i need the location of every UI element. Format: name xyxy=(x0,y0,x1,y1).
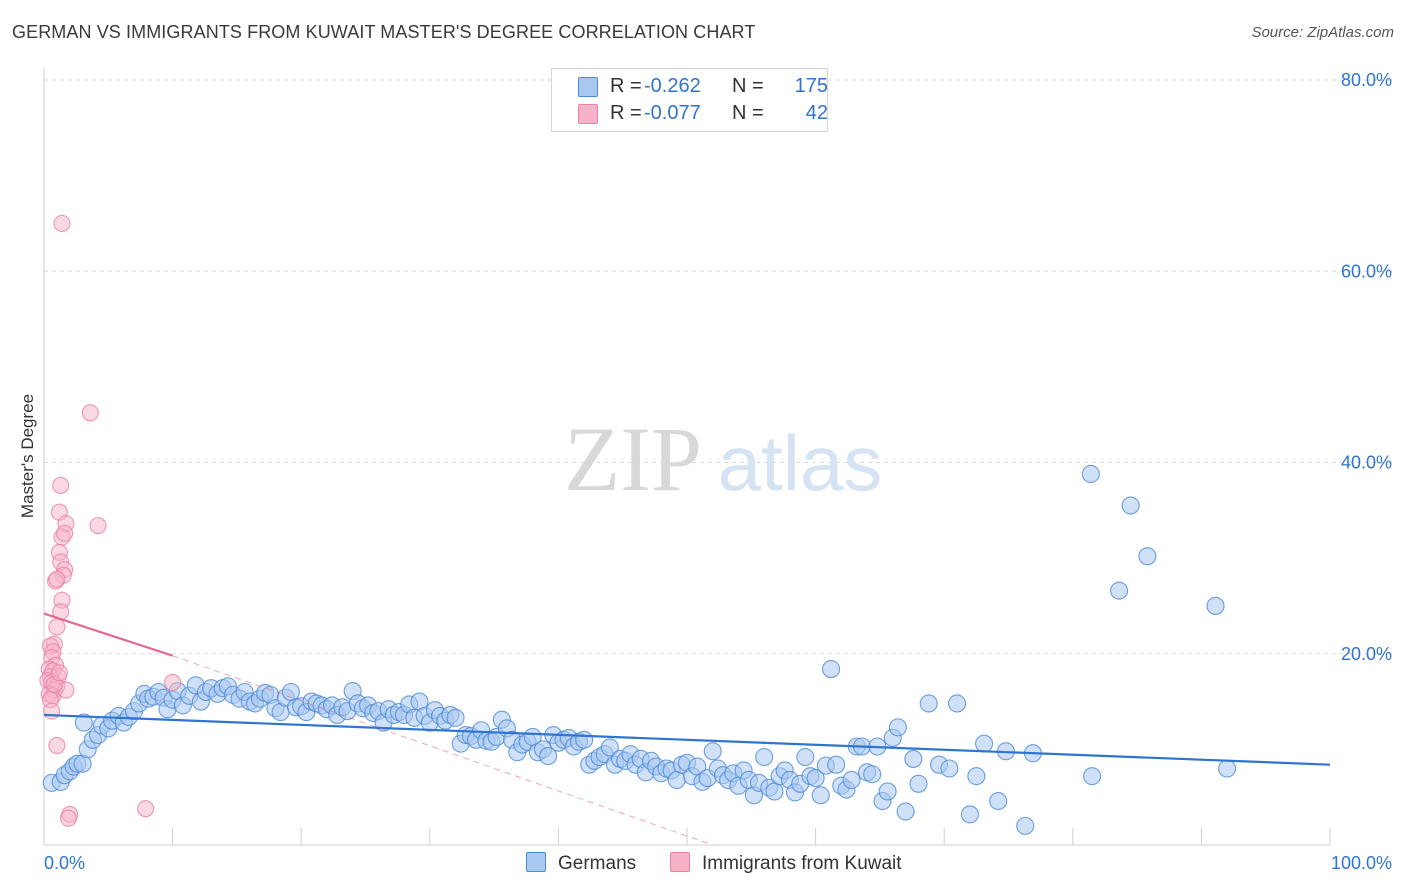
n-value-kuwait: 42 xyxy=(805,102,828,124)
kuwait-point xyxy=(137,800,155,818)
germans-point xyxy=(703,742,722,761)
y-tick-label: 40.0% xyxy=(1341,453,1392,473)
y-tick-label: 80.0% xyxy=(1341,70,1392,90)
kuwait-point xyxy=(48,570,66,588)
germans-point xyxy=(989,791,1008,811)
kuwait-point xyxy=(48,736,66,755)
germans-point xyxy=(74,713,93,732)
kuwait-trend-extension xyxy=(172,655,713,846)
germans-point xyxy=(948,694,967,713)
correlation-legend: R = -0.262 N = 175 R = -0.077 N = 42 xyxy=(551,68,828,132)
germans-point xyxy=(600,738,619,757)
germans-point xyxy=(539,747,558,766)
germans-point xyxy=(940,759,959,778)
germans-point xyxy=(863,765,882,784)
watermark: ZIP atlas xyxy=(564,408,882,510)
germans-point xyxy=(811,786,830,805)
germans-point xyxy=(765,782,784,801)
germans-point xyxy=(919,694,938,713)
germans-point xyxy=(904,749,923,768)
germans-point xyxy=(975,734,994,753)
chart-title: GERMAN VS IMMIGRANTS FROM KUWAIT MASTER'… xyxy=(12,22,756,42)
germans-swatch xyxy=(578,77,598,97)
germans-point xyxy=(1138,547,1157,566)
x-tick-label: 0.0% xyxy=(44,853,85,873)
germans-point xyxy=(1110,581,1129,600)
n-value-germans: 175 xyxy=(794,75,828,97)
germans-point xyxy=(827,755,846,774)
germans-point xyxy=(1218,759,1237,778)
kuwait-swatch xyxy=(578,104,598,124)
kuwait-swatch-bottom xyxy=(670,852,690,872)
germans-point xyxy=(1121,496,1140,515)
kuwait-point xyxy=(50,664,68,682)
germans-point xyxy=(960,805,979,824)
y-tick-label: 20.0% xyxy=(1341,644,1392,664)
germans-point xyxy=(446,708,465,727)
watermark-atlas: atlas xyxy=(718,419,883,507)
germans-point xyxy=(1083,767,1102,786)
germans-point xyxy=(1016,816,1035,835)
germans-point xyxy=(755,747,774,767)
y-axis-label: Master's Degree xyxy=(18,393,37,519)
germans-point xyxy=(888,718,907,737)
germans-point xyxy=(281,682,300,702)
kuwait-point xyxy=(59,809,77,827)
n-label: N = xyxy=(732,102,764,124)
germans-points xyxy=(42,464,1237,835)
kuwait-point xyxy=(81,404,99,422)
trend-lines xyxy=(43,612,1331,846)
germans-point xyxy=(842,770,861,790)
x-tick-label: 100.0% xyxy=(1331,853,1392,873)
bottom-legend-kuwait: Immigrants from Kuwait xyxy=(670,852,902,875)
r-value-kuwait: -0.077 xyxy=(644,102,701,124)
n-label: N = xyxy=(732,75,764,97)
germans-point xyxy=(896,802,915,821)
germans-point xyxy=(1081,464,1100,484)
germans-swatch-bottom xyxy=(526,852,546,872)
kuwait-trend-line xyxy=(43,612,173,657)
germans-point xyxy=(821,659,841,679)
germans-point xyxy=(878,782,897,801)
germans-point xyxy=(967,767,986,786)
germans-point xyxy=(806,769,825,788)
kuwait-point xyxy=(43,702,61,720)
kuwait-point xyxy=(53,214,71,232)
germans-point xyxy=(909,774,928,793)
bottom-legend-germans: Germans xyxy=(526,852,636,875)
source-label: Source: ZipAtlas.com xyxy=(1251,24,1394,41)
r-value-germans: -0.262 xyxy=(644,75,701,97)
kuwait-point xyxy=(48,618,66,636)
germans-point xyxy=(796,747,815,767)
grid xyxy=(44,79,1392,655)
kuwait-point xyxy=(89,517,107,535)
germans-point xyxy=(575,730,594,749)
tick-labels: 20.0% 40.0% 60.0% 80.0% 0.0% 100.0% xyxy=(44,70,1392,873)
germans-label: Germans xyxy=(558,853,637,874)
germans-trend-line xyxy=(43,713,1331,766)
kuwait-point xyxy=(52,476,70,495)
kuwait-point xyxy=(164,673,182,691)
watermark-zip: ZIP xyxy=(564,408,702,510)
germans-point xyxy=(667,770,686,790)
kuwait-point xyxy=(56,524,74,542)
kuwait-label: Immigrants from Kuwait xyxy=(702,853,902,874)
kuwait-points xyxy=(39,214,182,827)
r-label: R = xyxy=(610,75,642,97)
germans-point xyxy=(1206,596,1225,615)
r-label: R = xyxy=(610,102,642,124)
y-tick-label: 60.0% xyxy=(1341,261,1392,281)
